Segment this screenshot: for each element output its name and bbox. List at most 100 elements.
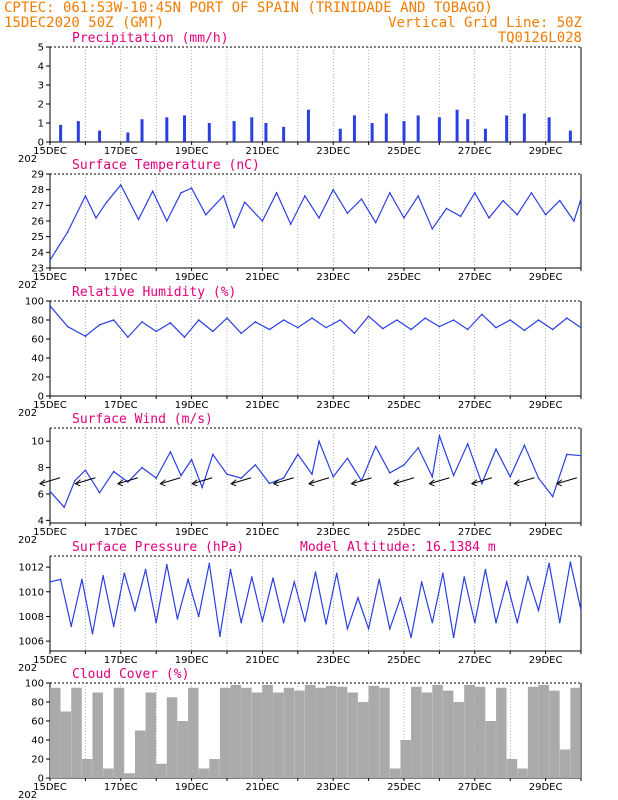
data-point: [229, 568, 232, 571]
data-point: [332, 188, 335, 191]
y-tick-label: 1006: [19, 637, 44, 648]
precipitation-bar: [568, 130, 572, 142]
data-point: [314, 571, 317, 573]
wind-arrowhead: [308, 479, 315, 487]
data-point: [431, 228, 434, 230]
x-tick-label: 21DEC: [246, 146, 280, 157]
wind-arrow: [273, 477, 294, 485]
x-tick-label: 17DEC: [104, 272, 138, 283]
cloud-cover-bar: [400, 740, 411, 778]
data-point: [381, 327, 384, 330]
y-tick-label: 26: [31, 217, 44, 228]
cloud-cover-bar: [188, 687, 199, 778]
data-point: [84, 335, 87, 337]
y-tick-label: 100: [25, 679, 44, 690]
x-tick-label: 23DEC: [316, 527, 350, 538]
cloud-cover-bar: [92, 692, 103, 778]
data-point: [166, 220, 168, 222]
data-point: [95, 217, 97, 219]
data-point: [240, 621, 242, 624]
cloud-cover-bar: [517, 768, 528, 778]
wind-arrow: [39, 477, 61, 485]
wind-arrow: [351, 477, 372, 485]
wind-arrowhead: [74, 479, 81, 487]
data-point: [98, 491, 101, 494]
y-tick-label: 4: [38, 516, 44, 527]
data-point: [197, 319, 200, 321]
precipitation-bar: [76, 121, 80, 142]
data-point: [353, 332, 356, 335]
y-tick-label: 29: [31, 170, 44, 181]
data-point: [293, 581, 296, 583]
y-tick-label: 20: [31, 755, 44, 766]
wind-arrow: [514, 477, 535, 485]
data-point: [481, 313, 483, 316]
data-point: [91, 632, 94, 635]
x-tick-label: 15DEC: [33, 782, 67, 793]
y-tick-label: 0: [38, 392, 44, 403]
y-tick-label: 1: [38, 119, 44, 130]
data-point: [190, 458, 193, 461]
cloud-cover-bar: [241, 687, 252, 778]
cloud-cover-bar: [198, 768, 210, 778]
cloud-cover-bar: [538, 684, 550, 778]
data-point: [502, 199, 504, 202]
data-point: [452, 319, 455, 321]
data-point: [537, 477, 540, 479]
cloud-cover-bar: [251, 692, 263, 778]
cloud-cover-bar: [432, 684, 443, 778]
x-tick-label: 15DEC: [33, 400, 67, 411]
data-point: [474, 192, 476, 194]
x-tick-label: 21DEC: [246, 400, 280, 411]
x-tick-label: 19DEC: [175, 655, 209, 666]
data-point: [297, 326, 299, 329]
precipitation-bar: [126, 132, 130, 142]
data-point: [73, 479, 76, 482]
data-point: [134, 609, 136, 612]
wind-arrow: [75, 477, 96, 485]
data-point: [346, 212, 349, 214]
data-point: [523, 444, 526, 446]
wind-arrow: [556, 477, 577, 485]
panel-title: Surface Temperature (nC): [72, 158, 260, 173]
cloud-cover-bar: [453, 702, 465, 778]
precipitation-bar: [59, 124, 63, 142]
data-point: [580, 326, 582, 329]
cloud-cover-bar: [60, 711, 72, 778]
data-point: [151, 190, 154, 193]
data-point: [268, 328, 271, 331]
cloud-cover-bar: [315, 687, 326, 778]
data-point: [289, 223, 292, 225]
data-point: [374, 445, 377, 448]
x-year-label: 202: [18, 408, 37, 419]
data-point: [399, 597, 402, 599]
wind-arrowhead: [159, 479, 166, 487]
data-point: [378, 578, 381, 581]
wind-arrowhead: [191, 479, 198, 487]
x-tick-label: 17DEC: [104, 400, 138, 411]
cloud-cover-bar: [485, 721, 496, 778]
y-tick-label: 60: [31, 335, 44, 346]
data-point: [417, 446, 419, 449]
data-point: [226, 473, 228, 475]
data-point: [551, 495, 554, 498]
precipitation-bar: [437, 117, 441, 142]
x-tick-label: 15DEC: [33, 272, 67, 283]
y-tick-label: 27: [31, 201, 44, 212]
data-point: [438, 435, 441, 437]
y-tick-label: 6: [38, 489, 44, 500]
precipitation-bar: [250, 117, 254, 142]
data-point: [63, 506, 65, 508]
x-tick-label: 19DEC: [175, 400, 209, 411]
data-point: [84, 195, 87, 197]
data-point: [282, 621, 285, 624]
wind-arrowhead: [116, 479, 124, 487]
data-point: [261, 620, 264, 623]
data-point: [466, 443, 469, 445]
data-point: [240, 477, 242, 479]
data-point: [389, 192, 391, 194]
data-point: [325, 326, 327, 329]
data-point: [81, 578, 83, 581]
data-point: [127, 336, 129, 338]
cloud-cover-bar: [209, 759, 220, 778]
